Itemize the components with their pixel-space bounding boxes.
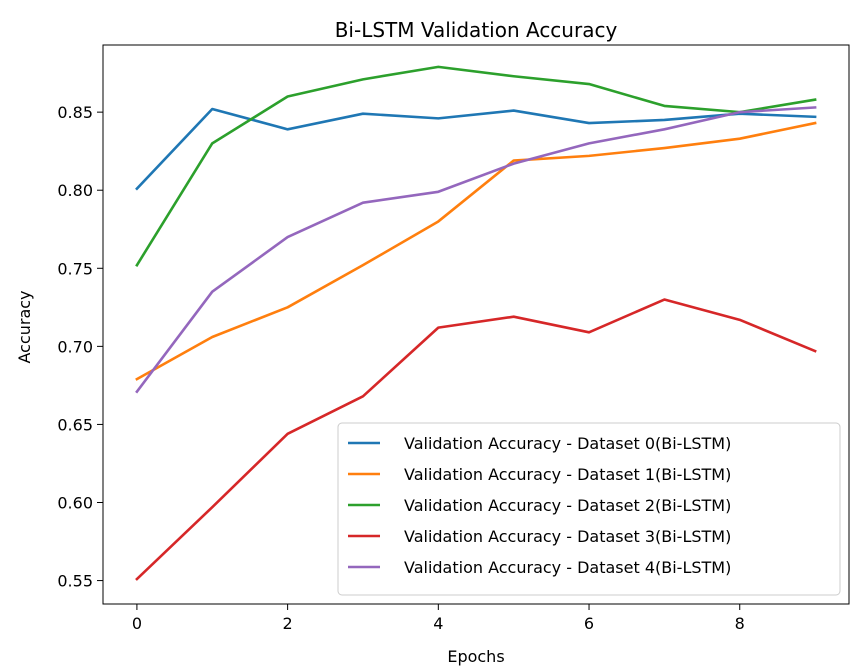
legend: Validation Accuracy - Dataset 0(Bi-LSTM)… (337, 422, 841, 596)
y-tick-label: 0.60 (57, 494, 93, 513)
x-axis-title: Epochs (447, 647, 504, 666)
y-tick-label: 0.80 (57, 181, 93, 200)
x-tick-label: 0 (132, 614, 142, 633)
series-line-4 (135, 106, 817, 394)
legend-box (337, 422, 841, 596)
series-line-2 (135, 65, 817, 267)
x-tick-label: 2 (283, 614, 293, 633)
legend-label: Validation Accuracy - Dataset 1(Bi-LSTM) (404, 465, 731, 484)
y-axis-title: Accuracy (15, 290, 34, 363)
legend-label: Validation Accuracy - Dataset 2(Bi-LSTM) (404, 496, 731, 515)
x-tick-label: 6 (584, 614, 594, 633)
legend-label: Validation Accuracy - Dataset 3(Bi-LSTM) (404, 527, 731, 546)
y-tick-label: 0.70 (57, 337, 93, 356)
axes-frame (102, 44, 850, 605)
legend-label: Validation Accuracy - Dataset 4(Bi-LSTM) (404, 558, 731, 577)
series-line-1 (135, 121, 817, 381)
chart-title: Bi-LSTM Validation Accuracy (335, 18, 618, 42)
legend-label: Validation Accuracy - Dataset 0(Bi-LSTM) (404, 434, 731, 453)
x-tick-label: 8 (735, 614, 745, 633)
y-tick-label: 0.75 (57, 259, 93, 278)
plot-area (135, 65, 817, 581)
x-tick-label: 4 (433, 614, 443, 633)
y-tick-label: 0.85 (57, 103, 93, 122)
series-line-3 (135, 298, 817, 581)
y-tick-label: 0.55 (57, 572, 93, 591)
y-tick-label: 0.65 (57, 415, 93, 434)
axes: 0 2 4 6 8 0.55 0.60 0.65 0.70 0.75 0.80 0.85 (57, 44, 850, 633)
